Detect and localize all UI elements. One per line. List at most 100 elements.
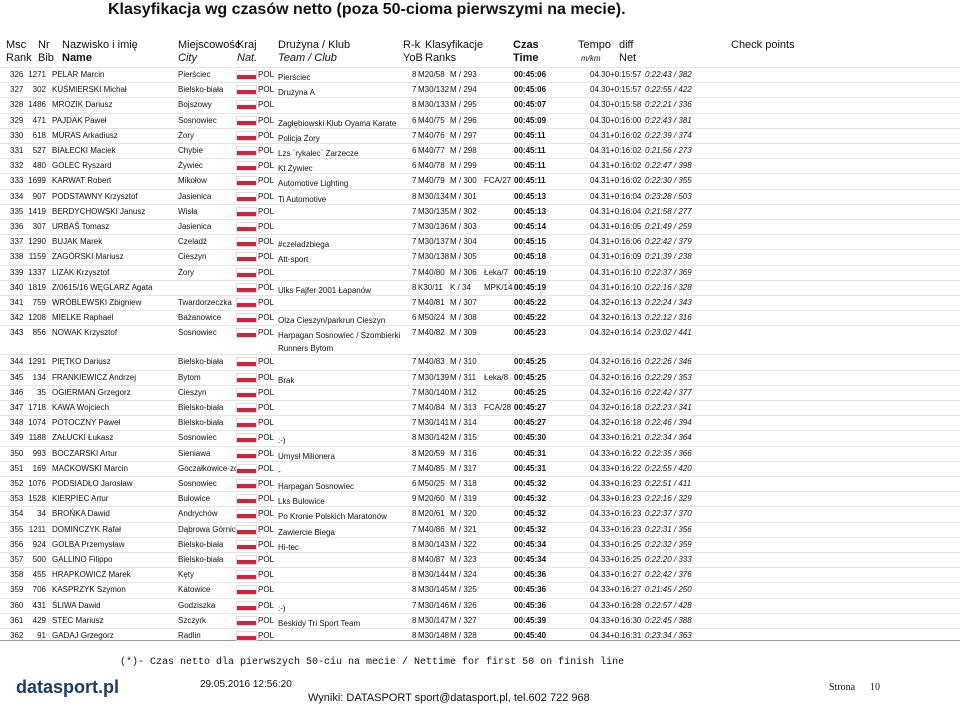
row-separator <box>0 567 960 569</box>
cell: Zawiercie Biega <box>278 527 335 537</box>
cell: DOMIŃCZYK Rafał <box>52 524 121 534</box>
cell: 480 <box>32 161 46 171</box>
cell: Łeka/8 <box>484 372 509 382</box>
cell: Goczałkowice-zdrój <box>178 463 248 473</box>
cell: PAJDAK Paweł <box>52 115 107 125</box>
row-separator <box>0 612 960 614</box>
flag <box>236 555 257 565</box>
cell: 7 <box>412 463 417 473</box>
row-separator <box>0 445 960 447</box>
cell: 1419 <box>28 206 46 216</box>
nationality: POL <box>258 403 275 412</box>
cell: Hi-tec <box>278 542 299 552</box>
cell: +0:16:02 <box>610 130 642 140</box>
cell: M30/133 <box>418 100 450 110</box>
flag <box>236 70 257 80</box>
cell: 7 <box>412 524 417 534</box>
cell: 7 <box>412 252 417 262</box>
cell: M / 295 <box>450 100 477 110</box>
cell: 357 <box>10 555 24 564</box>
cell: 0:22:16 / 329 <box>645 494 692 504</box>
row-separator <box>0 476 960 477</box>
cell: 8 <box>412 433 417 443</box>
cell: +0:16:27 <box>610 570 642 580</box>
cell: 362 <box>10 631 24 640</box>
contact: Wyniki: DATASPORT sport@datasport.pl, te… <box>308 692 590 704</box>
cell: URBAŚ Tomasz <box>52 222 110 231</box>
flag <box>236 328 257 339</box>
cell: 1486 <box>28 100 46 110</box>
cell: 1528 <box>28 494 46 504</box>
cell: Att-sport <box>278 255 309 265</box>
row-separator <box>0 384 960 386</box>
flag <box>236 115 257 126</box>
cell: M / 296 <box>450 115 477 125</box>
cell: +0:16:04 <box>610 206 642 216</box>
cell: Policja Żory <box>278 133 320 143</box>
header-label: Msc <box>6 39 27 51</box>
header-label: Net <box>619 52 637 64</box>
flag <box>236 600 257 611</box>
cell: 307 <box>32 222 46 231</box>
cell: 04.31 <box>590 161 611 171</box>
row-separator <box>0 310 960 312</box>
row-separator <box>0 582 960 584</box>
row-separator <box>0 203 960 205</box>
cell: M / 305 <box>450 252 477 262</box>
cell: Bulowice <box>178 494 211 504</box>
cell: BOCZARSKI Artur <box>52 448 118 458</box>
row-separator <box>0 552 960 553</box>
cell: 0:22:20 / 333 <box>645 555 692 564</box>
cell: OGIERMAN Grzegorz <box>52 387 131 397</box>
cell: +0:16:14 <box>610 328 642 338</box>
cell: 0:21:39 / 238 <box>645 252 692 262</box>
row-separator <box>0 597 960 599</box>
cell: 0:22:32 / 359 <box>645 539 692 549</box>
row-separator <box>0 521 960 523</box>
cell: M30/145 <box>418 585 450 595</box>
cell: 0:22:43 / 381 <box>645 115 692 125</box>
cell: Kęty <box>178 570 195 580</box>
cell: Sosnowiec <box>178 115 217 125</box>
cell: +0:16:06 <box>610 237 642 247</box>
cell: Jasienica <box>178 191 212 201</box>
cell: 00:45:30 <box>514 433 547 443</box>
cell: M40/84 <box>418 403 445 412</box>
cell: Mikołow <box>178 176 207 186</box>
cell: 333 <box>10 176 24 186</box>
cell: 0:22:21 / 336 <box>645 100 692 110</box>
cell: WRÓBLEWSKI Zbigniew <box>52 298 142 307</box>
cell: 355 <box>10 524 24 534</box>
cell: MAĆKOWSKI Marcin <box>52 463 129 473</box>
cell: 0:22:29 / 353 <box>645 372 692 382</box>
cell: 0:21:49 / 259 <box>645 222 692 231</box>
flag <box>236 100 257 111</box>
cell: 00:45:40 <box>514 631 547 640</box>
cell: Pierściec <box>178 70 211 79</box>
flag <box>236 570 257 581</box>
cell: 8 <box>412 70 417 79</box>
cell: 7 <box>412 206 417 216</box>
cell: 6 <box>412 479 417 488</box>
cell: 04.32 <box>590 328 611 338</box>
flag <box>236 631 257 641</box>
cell: 00:45:32 <box>514 479 547 488</box>
cell: 8 <box>412 191 417 201</box>
cell: Lzs `rykalec` Zarzecze <box>278 149 359 158</box>
nationality: POL <box>258 448 275 458</box>
cell: 04.30 <box>590 70 611 79</box>
cell: 339 <box>10 267 24 277</box>
cell: M / 321 <box>450 524 477 534</box>
footer-note: (*)- Czas netto dla pierwszych 50-ciu na… <box>120 657 625 668</box>
header-label: Nazwisko i imię <box>62 39 138 51</box>
cell: 0:23:34 / 363 <box>645 631 692 640</box>
cell: Ulks Fajfer 2001 Łapanów <box>278 285 371 295</box>
cell: 7 <box>412 85 417 95</box>
cell: Sosnowiec <box>178 328 217 338</box>
cell: 336 <box>10 222 24 231</box>
cell: 00:45:39 <box>514 615 547 625</box>
cell: LIZAK Krzysztof <box>52 267 110 277</box>
cell: 1188 <box>28 433 46 443</box>
footer-rule <box>0 640 960 641</box>
cell: M30/142 <box>418 433 450 443</box>
